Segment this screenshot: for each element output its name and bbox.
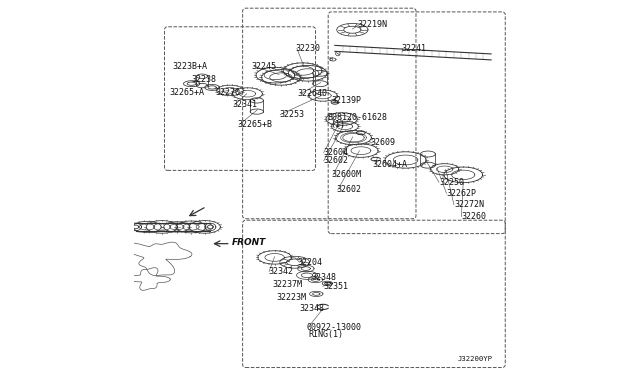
Text: 32341: 32341 xyxy=(232,100,257,109)
Text: RING(1): RING(1) xyxy=(309,330,344,339)
Text: 32265+B: 32265+B xyxy=(237,120,273,129)
Text: B08120-61628: B08120-61628 xyxy=(328,113,387,122)
Text: 32237M: 32237M xyxy=(273,280,302,289)
Text: 32602: 32602 xyxy=(337,185,362,194)
Text: 32204: 32204 xyxy=(298,258,323,267)
Text: 32609: 32609 xyxy=(370,138,396,147)
Text: 32260: 32260 xyxy=(461,212,486,221)
Text: 00922-13000: 00922-13000 xyxy=(307,323,362,332)
Text: 32253: 32253 xyxy=(279,110,304,119)
Text: 3223B+A: 3223B+A xyxy=(172,62,207,71)
Text: 32223M: 32223M xyxy=(276,293,307,302)
Text: 32604: 32604 xyxy=(324,148,349,157)
Text: 32245: 32245 xyxy=(251,62,276,71)
Text: 32238: 32238 xyxy=(191,76,217,84)
Text: 32348: 32348 xyxy=(300,304,324,312)
Text: 322640: 322640 xyxy=(298,89,328,98)
Text: 32602: 32602 xyxy=(324,156,349,165)
Text: 32265+A: 32265+A xyxy=(170,88,204,97)
Text: 32219N: 32219N xyxy=(357,20,387,29)
Text: J32200YP: J32200YP xyxy=(458,356,493,362)
Text: (1): (1) xyxy=(330,120,346,129)
Text: 32250: 32250 xyxy=(439,178,464,187)
Text: 32600M: 32600M xyxy=(331,170,361,179)
Text: 32262P: 32262P xyxy=(447,189,476,198)
Text: 32241: 32241 xyxy=(402,44,427,53)
Text: 32270: 32270 xyxy=(216,88,241,97)
Text: 32604+A: 32604+A xyxy=(372,160,407,169)
Text: 32139P: 32139P xyxy=(331,96,361,105)
Text: 32272N: 32272N xyxy=(454,200,484,209)
Text: 32230: 32230 xyxy=(296,44,321,53)
Text: 32351: 32351 xyxy=(323,282,348,291)
Text: 32342: 32342 xyxy=(268,267,293,276)
Text: 32348: 32348 xyxy=(312,273,337,282)
Text: B: B xyxy=(328,57,332,62)
Text: FRONT: FRONT xyxy=(232,238,266,247)
